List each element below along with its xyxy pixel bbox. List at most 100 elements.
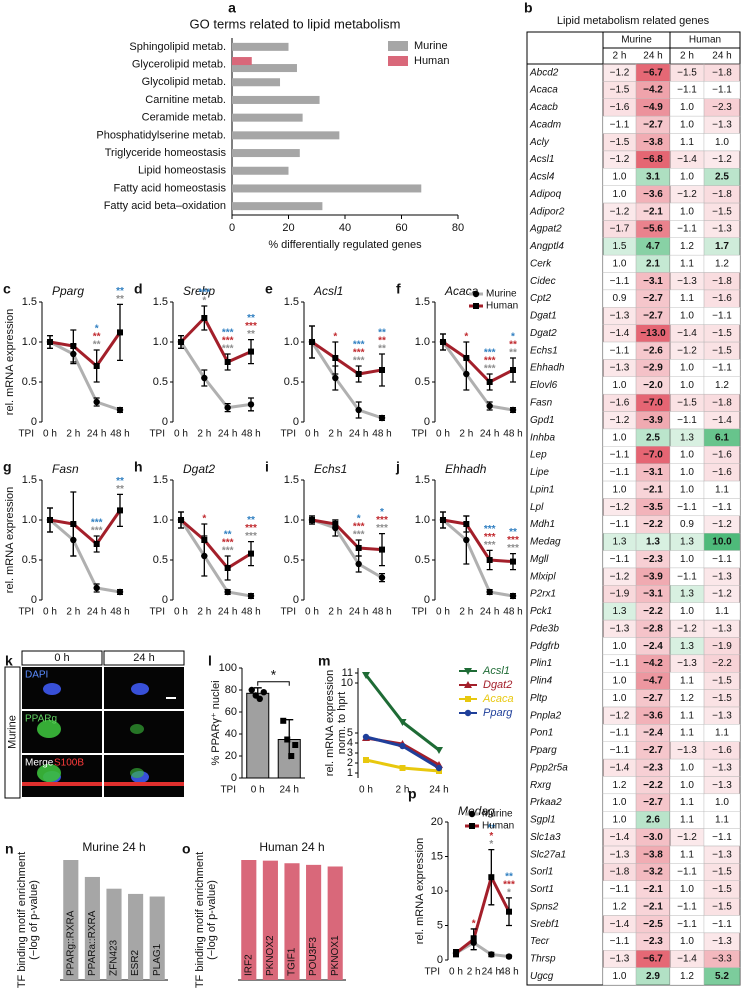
channel-label: S100B: [54, 758, 84, 769]
pparg-signal: [37, 720, 61, 738]
table-value: 2.5: [715, 172, 729, 183]
table-value: 1.1: [680, 728, 694, 739]
table-cell: [703, 967, 741, 986]
gene-name: Mgll: [530, 554, 549, 565]
x-tick-label: 2 h: [459, 607, 473, 618]
y-axis-label: rel. mRNA expression: [324, 670, 336, 776]
marker: [505, 953, 513, 960]
significance-label: ***: [353, 348, 365, 359]
marker: [47, 339, 53, 345]
x-axis-label: TPI: [149, 607, 165, 618]
table-value: 1.1: [680, 293, 694, 304]
marker: [486, 557, 493, 563]
bar: [232, 166, 289, 175]
table-value: −1.2: [610, 154, 630, 165]
table-value: −1.1: [712, 919, 732, 930]
table-value: −1.6: [712, 293, 732, 304]
table-value: −2.2: [643, 780, 663, 791]
table-value: −1.3: [712, 936, 732, 947]
y-tick-label: 11: [342, 667, 353, 679]
gene-name: Acaca: [529, 85, 558, 96]
table-value: 1.0: [680, 936, 694, 947]
table-value: −1.6: [610, 397, 630, 408]
column-header-box: [21, 650, 103, 666]
x-tick-label: 40: [339, 222, 351, 234]
s100b-signal: [22, 782, 102, 786]
x-tick-label: 48 h: [241, 607, 260, 618]
table-value: −2.6: [643, 345, 663, 356]
column-header-box: [103, 650, 185, 666]
marker: [470, 936, 477, 943]
marker: [247, 592, 255, 600]
bar: [306, 864, 322, 980]
table-value: 1.0: [613, 815, 627, 826]
table-value: −1.2: [610, 571, 630, 582]
y-tick-label: 0: [162, 416, 168, 428]
significance-label: **: [247, 515, 255, 526]
table-value: 1.0: [613, 693, 627, 704]
y-tick-label: 40: [225, 728, 237, 740]
gene-name: Elovl6: [530, 380, 558, 391]
y-tick-label: 5: [347, 727, 353, 739]
table-value: −3.2: [643, 867, 663, 878]
table-value: 1.0: [680, 172, 694, 183]
table-value: −1.2: [677, 189, 697, 200]
table-value: −1.8: [712, 189, 732, 200]
x-tick-label: 48 h: [372, 607, 391, 618]
table-value: −1.3: [610, 363, 630, 374]
series-line: [441, 341, 514, 412]
significance-label: *: [333, 332, 337, 343]
significance-label: *: [472, 919, 476, 930]
series-line: [455, 940, 510, 959]
marker: [399, 742, 406, 750]
significance-label: **: [116, 476, 124, 487]
marker: [488, 874, 495, 881]
series-line: [455, 873, 511, 955]
x-tick-label: 0 h: [436, 607, 450, 618]
table-value: 1.0: [680, 484, 694, 495]
y-tick-label: 1.0: [153, 336, 168, 348]
table-value: −3.8: [643, 849, 663, 860]
table-value: −1.8: [712, 397, 732, 408]
marker: [355, 371, 362, 377]
significance-label: ***: [222, 344, 234, 355]
table-value: −1.3: [712, 780, 732, 791]
panel-letter: l: [208, 653, 212, 669]
table-value: 2.9: [646, 971, 660, 982]
significance-label: **: [224, 530, 232, 541]
legend-marker: [465, 696, 471, 702]
gene-name: Lpl: [530, 502, 544, 513]
y-tick-label: 1.5: [415, 296, 430, 308]
micrograph-image: [104, 711, 184, 753]
marker: [355, 560, 362, 568]
marker: [224, 588, 231, 596]
y-tick-label: 1.0: [153, 514, 168, 526]
legend-swatch: [388, 41, 408, 51]
table-value: −1.1: [677, 867, 697, 878]
table-value: 1.0: [680, 363, 694, 374]
table-value: −2.3: [643, 554, 663, 565]
legend-swatch: [388, 56, 408, 66]
gene-name: Srebf1: [530, 919, 559, 930]
y-tick-label: 2: [347, 757, 353, 769]
bar: [63, 860, 79, 980]
significance-label: ***: [245, 321, 257, 332]
significance-label: **: [116, 294, 124, 305]
marker: [47, 517, 53, 523]
gene-title: Acsl1: [313, 284, 343, 298]
table-value: −2.0: [643, 380, 663, 391]
x-axis-label: TPI: [280, 429, 296, 440]
series-line: [179, 519, 252, 598]
significance-label: *: [95, 324, 99, 335]
legend-marker: [464, 709, 472, 717]
table-value: 1.7: [715, 241, 729, 252]
nucleus: [43, 683, 61, 695]
table-value: 1.0: [613, 797, 627, 808]
y-tick-label: 0: [293, 416, 299, 428]
table-value: 1.0: [680, 450, 694, 461]
table-value: −1.3: [712, 224, 732, 235]
bar: [232, 78, 281, 87]
significance-label: *: [507, 888, 511, 899]
table-value: −3.8: [643, 137, 663, 148]
table-value: 1.0: [680, 119, 694, 130]
